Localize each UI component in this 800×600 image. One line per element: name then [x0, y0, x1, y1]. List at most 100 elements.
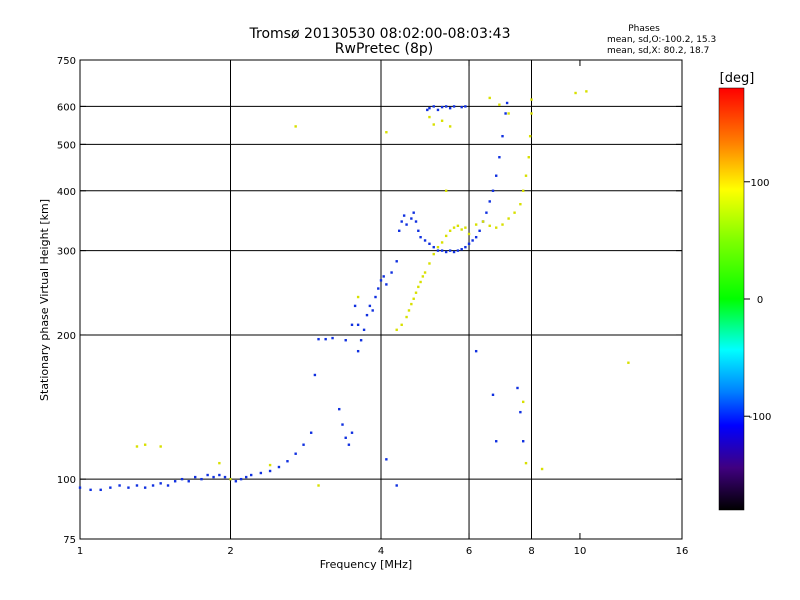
data-point: [452, 105, 456, 108]
data-point: [460, 105, 463, 109]
data-point: [495, 174, 498, 177]
data-point: [324, 337, 327, 341]
data-point: [444, 189, 448, 192]
x-tick-label: 10: [574, 546, 587, 557]
y-axis-label: Stationary phase Virtual Height [km]: [38, 199, 51, 401]
data-point: [313, 373, 317, 377]
data-point: [528, 134, 532, 138]
data-point: [507, 217, 510, 220]
data-point: [223, 475, 227, 479]
data-point: [474, 223, 478, 226]
data-point: [405, 223, 408, 226]
data-point: [488, 224, 491, 228]
data-point: [481, 220, 485, 223]
data-point: [135, 445, 139, 448]
data-point: [309, 431, 313, 434]
data-point: [400, 323, 403, 327]
data-point: [331, 336, 334, 340]
data-point: [268, 463, 272, 467]
data-point: [440, 105, 444, 109]
data-point: [350, 431, 354, 434]
y-tick-label: 75: [63, 535, 76, 546]
data-point: [382, 275, 385, 278]
data-point: [428, 242, 431, 245]
data-point: [417, 229, 420, 232]
x-tick-label: 1: [77, 546, 83, 557]
data-point: [530, 98, 533, 101]
stats-x-mode: mean, sd,X: 80.2, 18.7: [607, 46, 709, 56]
data-point: [428, 106, 431, 110]
data-point: [627, 361, 630, 364]
data-point: [317, 484, 320, 487]
data-point: [245, 475, 248, 479]
data-point: [585, 90, 588, 93]
data-point: [344, 339, 347, 342]
data-point: [350, 323, 354, 327]
data-point: [448, 106, 452, 110]
data-point: [402, 214, 406, 217]
data-point: [412, 211, 415, 214]
data-point: [89, 488, 92, 492]
axis-ticks: 1 2 4 6 8 10 16 75 100 200 300 400 500 600 750: [57, 56, 688, 557]
data-point: [527, 156, 530, 159]
data-point: [390, 271, 393, 274]
data-point: [507, 112, 510, 115]
data-point: [356, 349, 360, 353]
data-point: [440, 249, 444, 252]
data-point: [151, 484, 155, 487]
data-point: [505, 101, 509, 105]
data-point: [426, 108, 429, 112]
data-point: [374, 295, 377, 299]
data-point: [452, 226, 456, 229]
data-point: [522, 400, 525, 404]
data-point: [229, 477, 232, 481]
colorbar-ticks: 100 0 -100: [744, 178, 771, 423]
data-point: [519, 202, 522, 206]
data-point: [135, 484, 139, 487]
data-point: [498, 103, 501, 106]
data-points: [78, 90, 630, 492]
data-point: [344, 436, 347, 439]
data-point: [504, 112, 507, 115]
data-point: [212, 475, 215, 479]
data-point: [356, 323, 360, 327]
data-point: [419, 280, 422, 284]
data-point: [159, 445, 162, 448]
data-point: [574, 91, 577, 95]
data-point: [524, 174, 528, 177]
data-point: [540, 467, 544, 471]
data-point: [485, 211, 488, 214]
data-point: [338, 407, 341, 411]
data-point: [206, 473, 209, 477]
data-point: [347, 443, 351, 446]
data-point: [419, 235, 422, 239]
data-point: [268, 469, 272, 473]
data-point: [249, 473, 253, 477]
data-point: [498, 156, 501, 159]
data-point: [464, 105, 467, 108]
data-point: [474, 349, 478, 353]
y-tick-label: 500: [57, 140, 76, 151]
data-point: [173, 480, 177, 483]
data-point: [127, 486, 130, 489]
x-axis-label: Frequency [MHz]: [320, 558, 412, 571]
y-tick-label: 600: [57, 102, 76, 113]
data-point: [379, 279, 383, 282]
y-tick-label: 400: [57, 187, 76, 198]
data-point: [440, 241, 444, 244]
data-point: [478, 229, 481, 232]
data-point: [410, 302, 413, 306]
data-point: [467, 232, 471, 236]
data-point: [359, 339, 363, 342]
data-point: [365, 313, 369, 317]
data-point: [159, 482, 162, 485]
x-tick-label: 16: [676, 546, 689, 557]
y-tick-label: 200: [57, 331, 76, 342]
data-point: [432, 105, 435, 108]
data-point: [452, 250, 456, 254]
data-point: [400, 220, 403, 223]
x-tick-label: 4: [378, 546, 384, 557]
data-point: [200, 477, 203, 481]
data-point: [368, 304, 372, 308]
data-point: [286, 460, 289, 463]
